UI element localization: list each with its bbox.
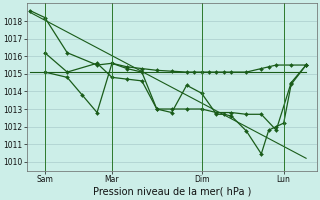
X-axis label: Pression niveau de la mer( hPa ): Pression niveau de la mer( hPa ) (92, 187, 251, 197)
